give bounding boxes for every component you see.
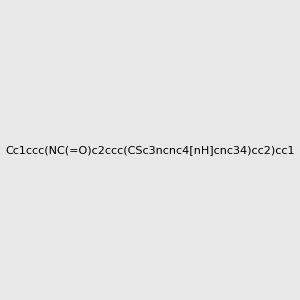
Text: Cc1ccc(NC(=O)c2ccc(CSc3ncnc4[nH]cnc34)cc2)cc1: Cc1ccc(NC(=O)c2ccc(CSc3ncnc4[nH]cnc34)cc…	[5, 145, 295, 155]
